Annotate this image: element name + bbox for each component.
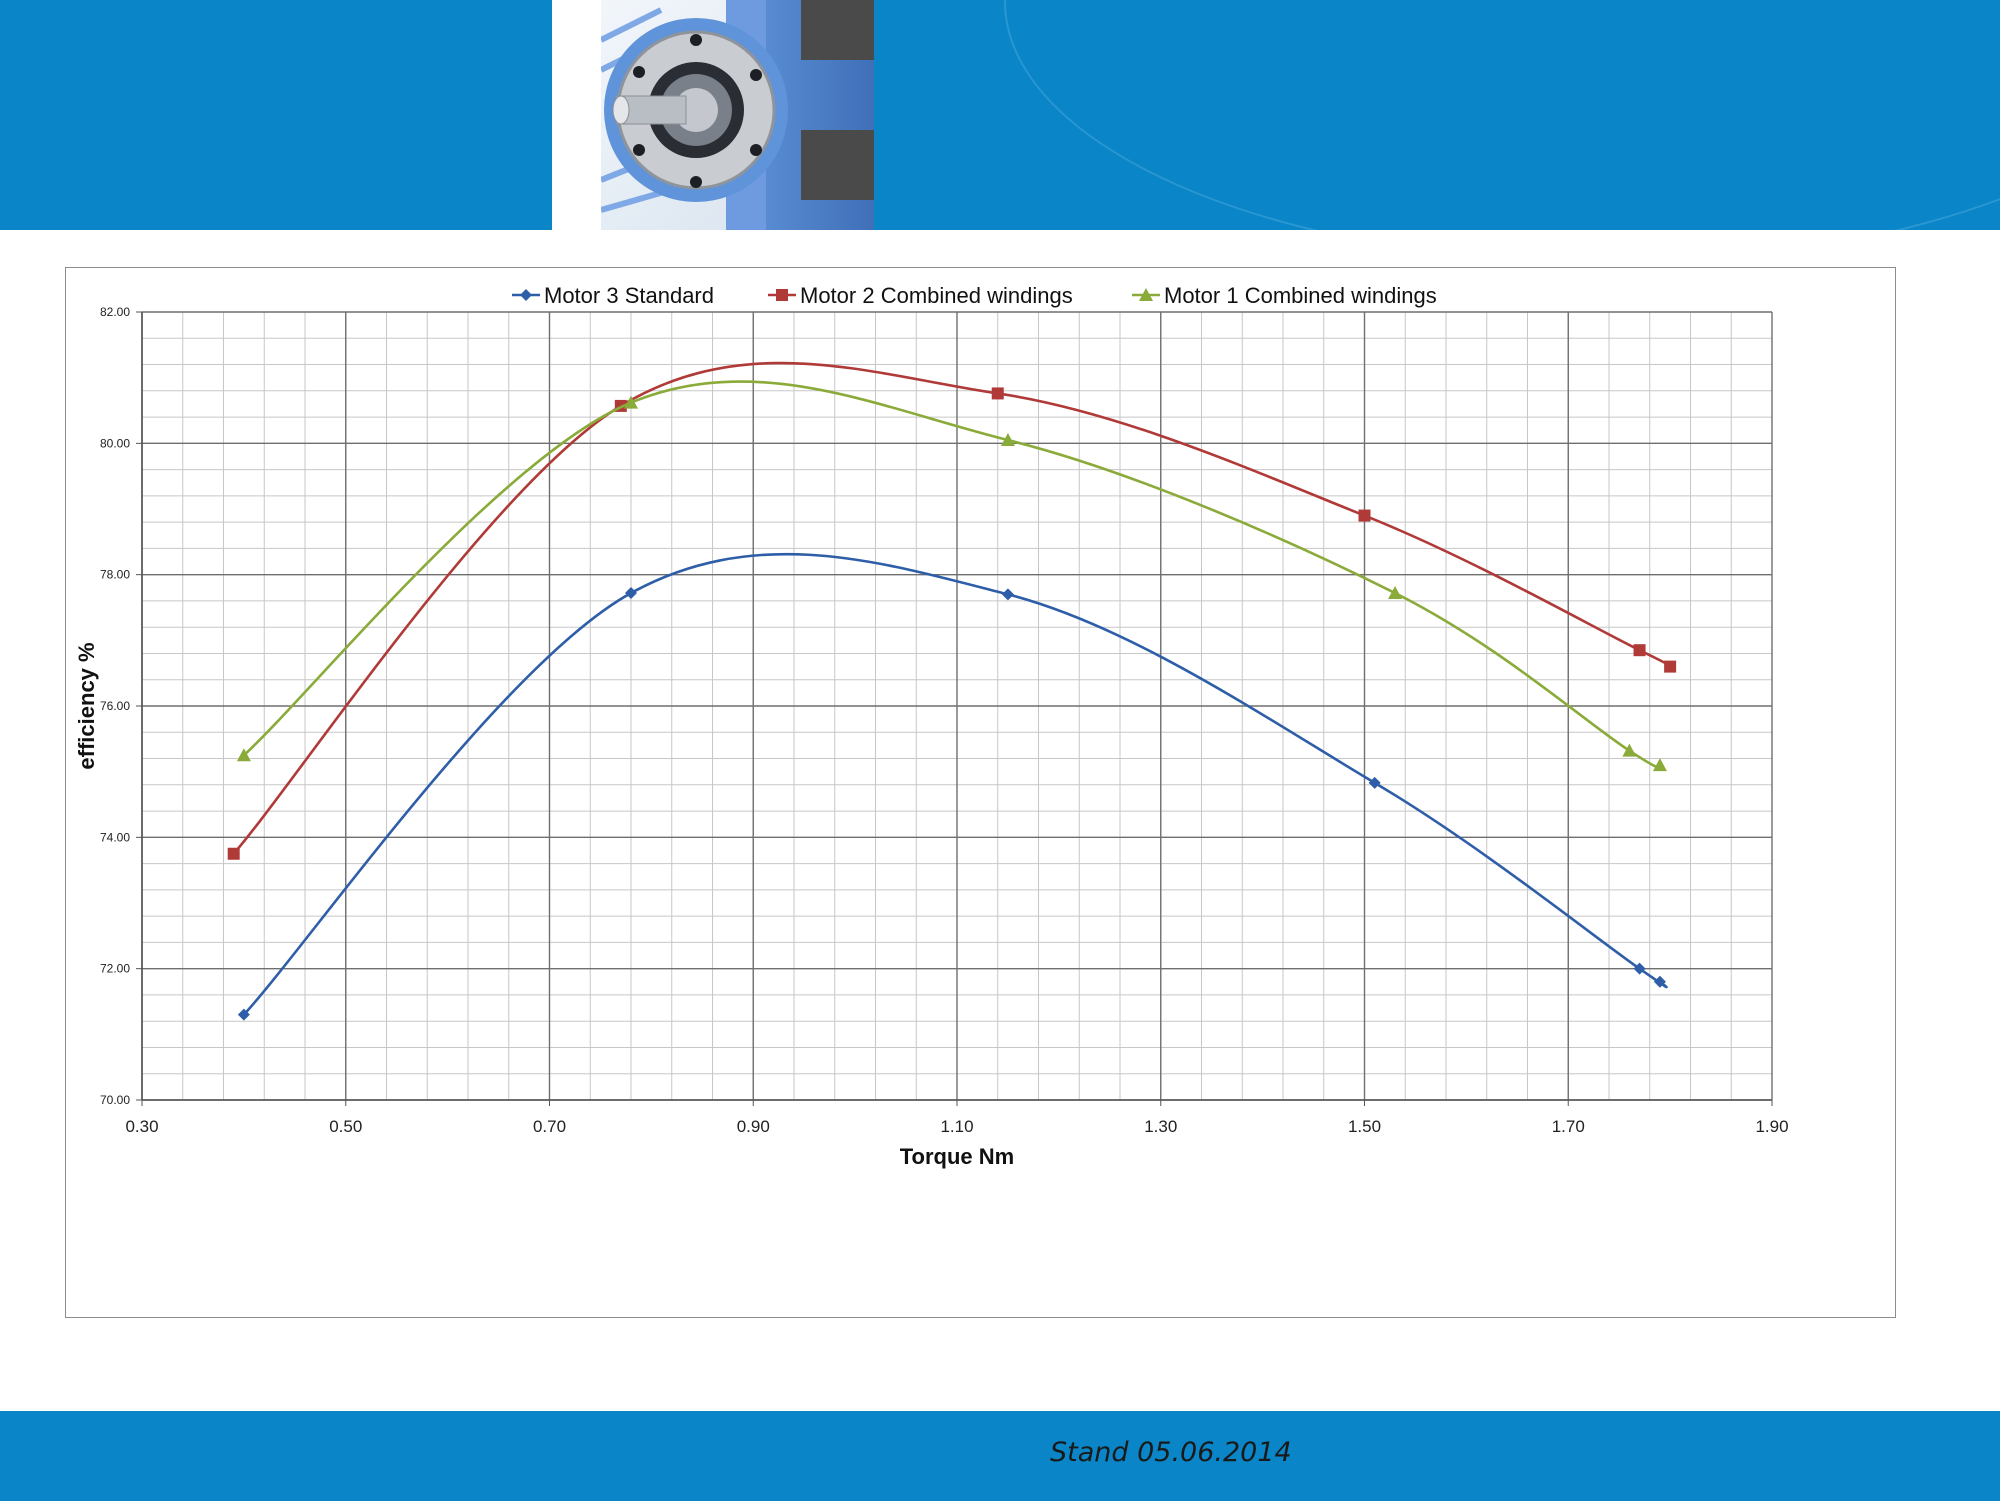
legend-swatch-marker: [520, 289, 532, 301]
data-point: [227, 847, 240, 860]
legend-swatch-marker: [1139, 288, 1153, 301]
y-tick-label: 74.00: [100, 830, 130, 844]
legend-entry: Motor 1 Combined windings: [1132, 283, 1437, 308]
series-motor-2: [227, 361, 1677, 860]
legend-label: Motor 2 Combined windings: [800, 283, 1073, 308]
header-band-arc: [1004, 0, 2000, 230]
y-tick-label: 80.00: [100, 436, 130, 450]
x-tick-label: 0.90: [737, 1117, 770, 1136]
y-tick-label: 70.00: [100, 1093, 130, 1107]
efficiency-chart: 0.30 0.50 0.70 0.90 1.10 1.30 1.50 1.70 1.90 70.0…: [65, 267, 1896, 1318]
x-axis-title: Torque Nm: [900, 1144, 1014, 1169]
x-tick-label: 0.30: [125, 1117, 158, 1136]
series-line: [242, 552, 1668, 1016]
series-line: [232, 361, 1674, 855]
y-tick-label: 82.00: [100, 305, 130, 319]
data-point: [1652, 758, 1667, 772]
legend-entry: Motor 2 Combined windings: [768, 283, 1073, 308]
y-tick-label: 76.00: [100, 699, 130, 713]
data-point: [1633, 644, 1646, 657]
x-tick-label: 1.50: [1348, 1117, 1381, 1136]
x-tick-label: 0.70: [533, 1117, 566, 1136]
data-point: [625, 587, 637, 600]
header-band-left: [0, 0, 552, 230]
data-point: [1622, 743, 1637, 757]
data-point: [991, 387, 1004, 400]
series-motor-3: [237, 552, 1668, 1021]
legend-label: Motor 1 Combined windings: [1164, 283, 1437, 308]
data-point: [1633, 962, 1646, 975]
data-point: [237, 1008, 250, 1021]
y-tick-label: 72.00: [100, 962, 130, 976]
legend-entry: Motor 3 Standard: [512, 283, 714, 308]
x-tick-label: 1.90: [1755, 1117, 1788, 1136]
data-point: [1368, 776, 1381, 789]
data-point: [1653, 975, 1666, 988]
data-point: [1000, 433, 1015, 447]
x-tick-label: 1.30: [1144, 1117, 1177, 1136]
data-point: [236, 748, 251, 762]
x-tick-label: 1.10: [940, 1117, 973, 1136]
data-point: [624, 395, 638, 409]
data-point: [1664, 660, 1677, 673]
footer-date-stamp: Stand 05.06.2014: [1050, 1437, 1292, 1468]
series-motor-1: [236, 380, 1667, 772]
x-tick-label: 0.50: [329, 1117, 362, 1136]
legend-swatch-marker: [776, 289, 788, 301]
series-line: [242, 380, 1661, 770]
footer-band: [0, 1411, 2000, 1501]
data-point: [1358, 509, 1371, 522]
y-axis-title: efficiency %: [74, 642, 99, 769]
legend-label: Motor 3 Standard: [544, 283, 714, 308]
motor-photo: [601, 0, 874, 230]
chart-canvas: 0.30 0.50 0.70 0.90 1.10 1.30 1.50 1.70 1.90 70.0…: [74, 283, 1789, 1169]
data-point: [1001, 588, 1014, 601]
data-point: [1388, 586, 1403, 600]
y-tick-label: 78.00: [100, 568, 130, 582]
x-tick-label: 1.70: [1552, 1117, 1585, 1136]
header-band-right: [874, 0, 2000, 230]
